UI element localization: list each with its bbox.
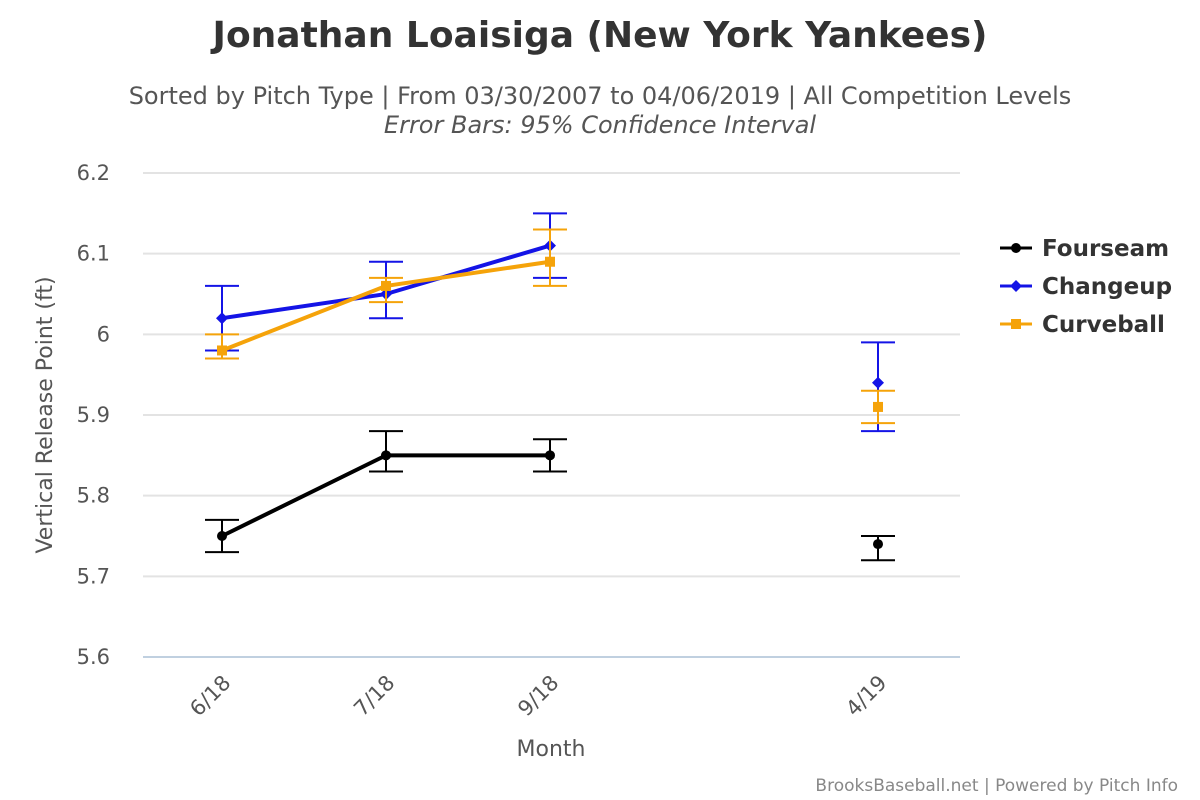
y-tick-label: 6 [97, 322, 110, 346]
data-point[interactable] [217, 345, 227, 356]
series-fourseam [205, 430, 895, 562]
y-axis-title: Vertical Release Point (ft) [33, 276, 58, 553]
chart-title: Jonathan Loaisiga (New York Yankees) [210, 15, 988, 56]
data-point[interactable] [381, 450, 391, 461]
legend-label: Changeup [1042, 274, 1172, 300]
data-point[interactable] [217, 531, 227, 541]
data-point[interactable] [381, 280, 391, 291]
legend-item-curveball[interactable]: Curveball [1000, 312, 1165, 338]
y-tick-label: 5.6 [77, 645, 110, 669]
x-axis-ticks: 6/18 7/18 9/18 4/19 [185, 671, 891, 721]
legend-marker[interactable] [1011, 319, 1021, 329]
data-point[interactable] [545, 450, 555, 461]
data-point[interactable] [545, 256, 555, 267]
x-axis-title: Month [517, 737, 586, 762]
x-tick-label: 4/19 [841, 671, 891, 721]
data-point[interactable] [216, 312, 228, 325]
chart-subtitle-error-bars: Error Bars: 95% Confidence Interval [384, 111, 817, 139]
y-tick-label: 5.9 [77, 403, 110, 427]
y-tick-label: 5.8 [77, 484, 110, 508]
x-tick-label: 9/18 [513, 671, 563, 721]
series-curveball [205, 228, 895, 425]
legend-item-fourseam[interactable]: Fourseam [1000, 236, 1169, 262]
credits[interactable]: BrooksBaseball.net | Powered by Pitch In… [815, 776, 1178, 796]
y-tick-label: 6.1 [77, 242, 110, 266]
data-point[interactable] [873, 401, 883, 412]
x-tick-label: 7/18 [349, 671, 399, 721]
series-layer [205, 212, 895, 562]
data-point[interactable] [873, 539, 883, 550]
legend-marker[interactable] [1010, 280, 1022, 292]
chart-subtitle: Sorted by Pitch Type | From 03/30/2007 t… [129, 82, 1072, 110]
grid-lines [143, 172, 960, 658]
data-point[interactable] [872, 376, 884, 389]
y-axis-ticks: 5.6 5.7 5.8 5.9 6 6.1 6.2 [77, 161, 110, 669]
y-tick-label: 6.2 [77, 161, 110, 185]
legend-label: Fourseam [1042, 236, 1169, 262]
legend[interactable]: Fourseam Changeup Curveball [1000, 236, 1172, 338]
y-tick-label: 5.7 [77, 564, 110, 588]
legend-item-changeup[interactable]: Changeup [1000, 274, 1172, 300]
legend-marker[interactable] [1011, 243, 1021, 253]
x-tick-label: 6/18 [185, 671, 235, 721]
legend-label: Curveball [1042, 312, 1165, 338]
